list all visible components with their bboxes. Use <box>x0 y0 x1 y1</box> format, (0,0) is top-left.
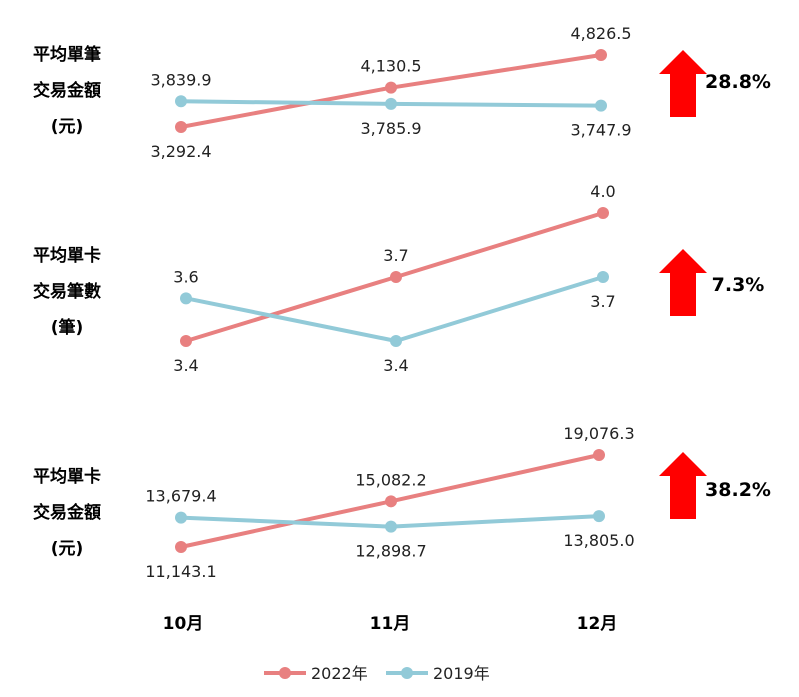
data-label: 12,898.7 <box>355 542 426 561</box>
data-point <box>595 99 607 112</box>
data-label: 3,747.9 <box>570 121 631 140</box>
data-label: 3,839.9 <box>150 70 211 89</box>
data-label: 3,785.9 <box>360 119 421 138</box>
change-percent: 28.8% <box>705 71 771 93</box>
data-point <box>385 81 397 94</box>
change-percent: 7.3% <box>712 274 765 296</box>
data-point <box>390 271 402 283</box>
increase-arrow-icon <box>659 50 707 117</box>
series-line-2019 <box>185 275 604 343</box>
legend-label: 2022年 <box>311 664 368 683</box>
panel-title-line: 平均單卡 <box>33 466 101 487</box>
data-point <box>597 271 609 283</box>
x-axis-label: 11月 <box>370 614 411 634</box>
increase-arrow-icon <box>659 249 707 316</box>
legend-swatch-marker <box>401 667 413 679</box>
data-label: 11,143.1 <box>145 562 216 581</box>
data-label: 3.7 <box>590 292 615 311</box>
panel-title-line: (元) <box>51 539 84 559</box>
x-axis-label: 10月 <box>163 614 204 634</box>
data-label: 3.7 <box>383 246 408 265</box>
data-point <box>175 121 187 133</box>
data-point <box>390 335 402 347</box>
data-point <box>385 495 397 508</box>
legend-label: 2019年 <box>433 664 490 683</box>
data-point <box>175 95 187 108</box>
data-label: 19,076.3 <box>563 424 634 443</box>
data-point <box>593 449 605 461</box>
data-label: 3.6 <box>173 267 198 286</box>
change-percent: 38.2% <box>705 479 771 501</box>
increase-arrow-icon <box>659 452 707 519</box>
panel-title-line: (元) <box>51 117 84 137</box>
data-point <box>175 511 187 524</box>
data-label: 13,805.0 <box>563 531 634 550</box>
panel-title-line: 交易金額 <box>33 80 101 101</box>
data-label: 4,826.5 <box>570 24 631 43</box>
panel-title-line: 交易筆數 <box>33 281 101 302</box>
data-point <box>180 292 192 305</box>
data-label: 3,292.4 <box>150 142 211 161</box>
panel-title-line: 交易金額 <box>33 502 101 523</box>
data-label: 15,082.2 <box>355 470 426 489</box>
x-axis-label: 12月 <box>577 614 618 634</box>
data-label: 13,679.4 <box>145 487 216 506</box>
panel-title-line: 平均單卡 <box>33 245 101 266</box>
data-point <box>385 97 397 110</box>
panel-title-line: (筆) <box>51 317 84 338</box>
data-point <box>385 520 397 533</box>
data-point <box>597 207 609 219</box>
data-point <box>175 541 187 553</box>
data-label: 4,130.5 <box>360 57 421 76</box>
data-point <box>180 335 192 347</box>
data-point <box>595 49 607 61</box>
legend-swatch-marker <box>279 667 291 679</box>
legend: 2022年 2019年 <box>264 664 490 683</box>
panel-title-line: 平均單筆 <box>33 44 101 65</box>
data-label: 3.4 <box>173 356 198 375</box>
data-point <box>593 510 605 523</box>
data-label: 4.0 <box>590 182 615 201</box>
data-label: 3.4 <box>383 356 408 375</box>
